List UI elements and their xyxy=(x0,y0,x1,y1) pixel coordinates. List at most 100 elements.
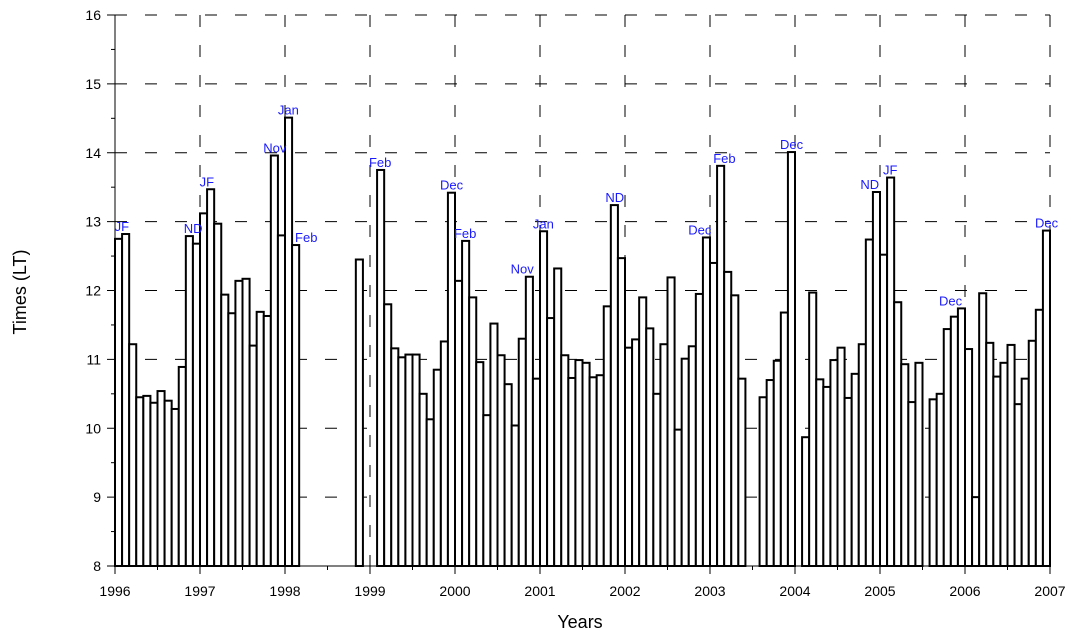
bar xyxy=(135,396,145,567)
x-tick-label: 2002 xyxy=(609,583,640,599)
bar xyxy=(595,374,605,567)
bar xyxy=(645,327,655,567)
bar xyxy=(999,361,1009,567)
x-tick-label: 2004 xyxy=(779,583,810,599)
bar xyxy=(956,307,967,567)
bar xyxy=(737,377,747,567)
x-tick-label: 2001 xyxy=(524,583,555,599)
bar xyxy=(184,235,194,567)
x-tick-labels: 1996 1997 1998 1999 2000 2001 2002 2003 2004 2005… xyxy=(99,583,1065,599)
bar-annotation: Nov xyxy=(263,141,287,156)
bar xyxy=(815,378,825,567)
bar-annotation: Dec xyxy=(939,293,963,308)
bar xyxy=(510,424,520,567)
bar xyxy=(475,361,485,567)
bar xyxy=(709,261,719,567)
y-tick-label: 10 xyxy=(85,420,101,436)
bar xyxy=(149,401,159,567)
bar xyxy=(241,277,251,567)
bar-annotation: ND xyxy=(184,221,203,236)
y-tick-label: 12 xyxy=(85,283,101,299)
bars xyxy=(114,116,1051,568)
y-tick-labels: 8 9 10 11 12 13 14 15 16 xyxy=(85,7,101,574)
x-tick-label: 2006 xyxy=(949,583,980,599)
x-tick-label: 1998 xyxy=(269,583,300,599)
bar-annotation: Feb xyxy=(295,230,317,245)
bar xyxy=(539,230,549,568)
bar xyxy=(142,394,152,567)
bar-annotation: JF xyxy=(115,219,130,234)
bar-annotation: Dec xyxy=(780,137,804,152)
bar xyxy=(588,376,598,567)
bar xyxy=(1020,377,1030,567)
y-tick-label: 15 xyxy=(85,76,101,92)
bar xyxy=(971,496,981,567)
bar xyxy=(128,343,138,567)
bar xyxy=(553,267,563,567)
bar xyxy=(461,239,471,567)
bar-annotation: Feb xyxy=(454,226,476,241)
bar xyxy=(560,354,570,567)
bar xyxy=(291,244,301,567)
bar xyxy=(843,396,853,567)
bar xyxy=(942,328,952,567)
bar xyxy=(531,377,542,567)
bar xyxy=(716,164,726,567)
x-tick-label: 1997 xyxy=(184,583,215,599)
bar xyxy=(1041,229,1051,568)
bar xyxy=(964,348,974,568)
bar xyxy=(199,212,209,568)
bar xyxy=(425,418,435,568)
bar xyxy=(879,253,889,567)
y-tick-label: 8 xyxy=(93,558,101,574)
bar xyxy=(949,315,959,567)
bar xyxy=(432,368,442,567)
bar xyxy=(822,385,832,567)
bar xyxy=(276,234,286,567)
bar xyxy=(886,176,896,567)
bar xyxy=(871,191,882,567)
bar xyxy=(992,375,1002,567)
bar xyxy=(546,317,556,567)
bar xyxy=(836,346,846,568)
bar xyxy=(786,151,797,567)
bar xyxy=(1027,339,1037,567)
bar xyxy=(652,392,662,567)
bar xyxy=(829,359,839,567)
bar xyxy=(907,401,917,568)
bar xyxy=(772,359,782,567)
bar xyxy=(418,392,428,567)
bar xyxy=(1006,343,1016,567)
x-tick-label: 1996 xyxy=(99,583,130,599)
bar xyxy=(666,276,676,567)
bar-annotation: Dec xyxy=(688,222,712,237)
bar-annotation: Jan xyxy=(533,216,554,231)
bar xyxy=(397,356,407,567)
bar xyxy=(624,346,634,568)
bar xyxy=(581,361,591,567)
bar-annotation: ND xyxy=(605,190,624,205)
axes xyxy=(107,14,1051,574)
bar xyxy=(985,341,995,567)
bar xyxy=(935,392,945,567)
bar xyxy=(376,168,386,567)
bar xyxy=(234,279,244,567)
x-tick-label: 2005 xyxy=(864,583,895,599)
bar xyxy=(156,390,166,567)
bar xyxy=(248,344,258,567)
bar xyxy=(1013,403,1023,567)
bar xyxy=(1034,308,1044,567)
y-tick-label: 11 xyxy=(86,351,101,367)
bar-annotation: Dec xyxy=(1035,216,1059,231)
bar xyxy=(779,311,789,568)
bar xyxy=(220,293,230,567)
bar-annotation: JF xyxy=(883,163,898,178)
bar xyxy=(701,236,712,567)
x-axis-title: Years xyxy=(557,612,602,632)
bar xyxy=(454,279,464,567)
bar xyxy=(524,275,534,567)
bar xyxy=(609,204,619,567)
bar xyxy=(170,407,180,567)
bar xyxy=(864,238,874,567)
